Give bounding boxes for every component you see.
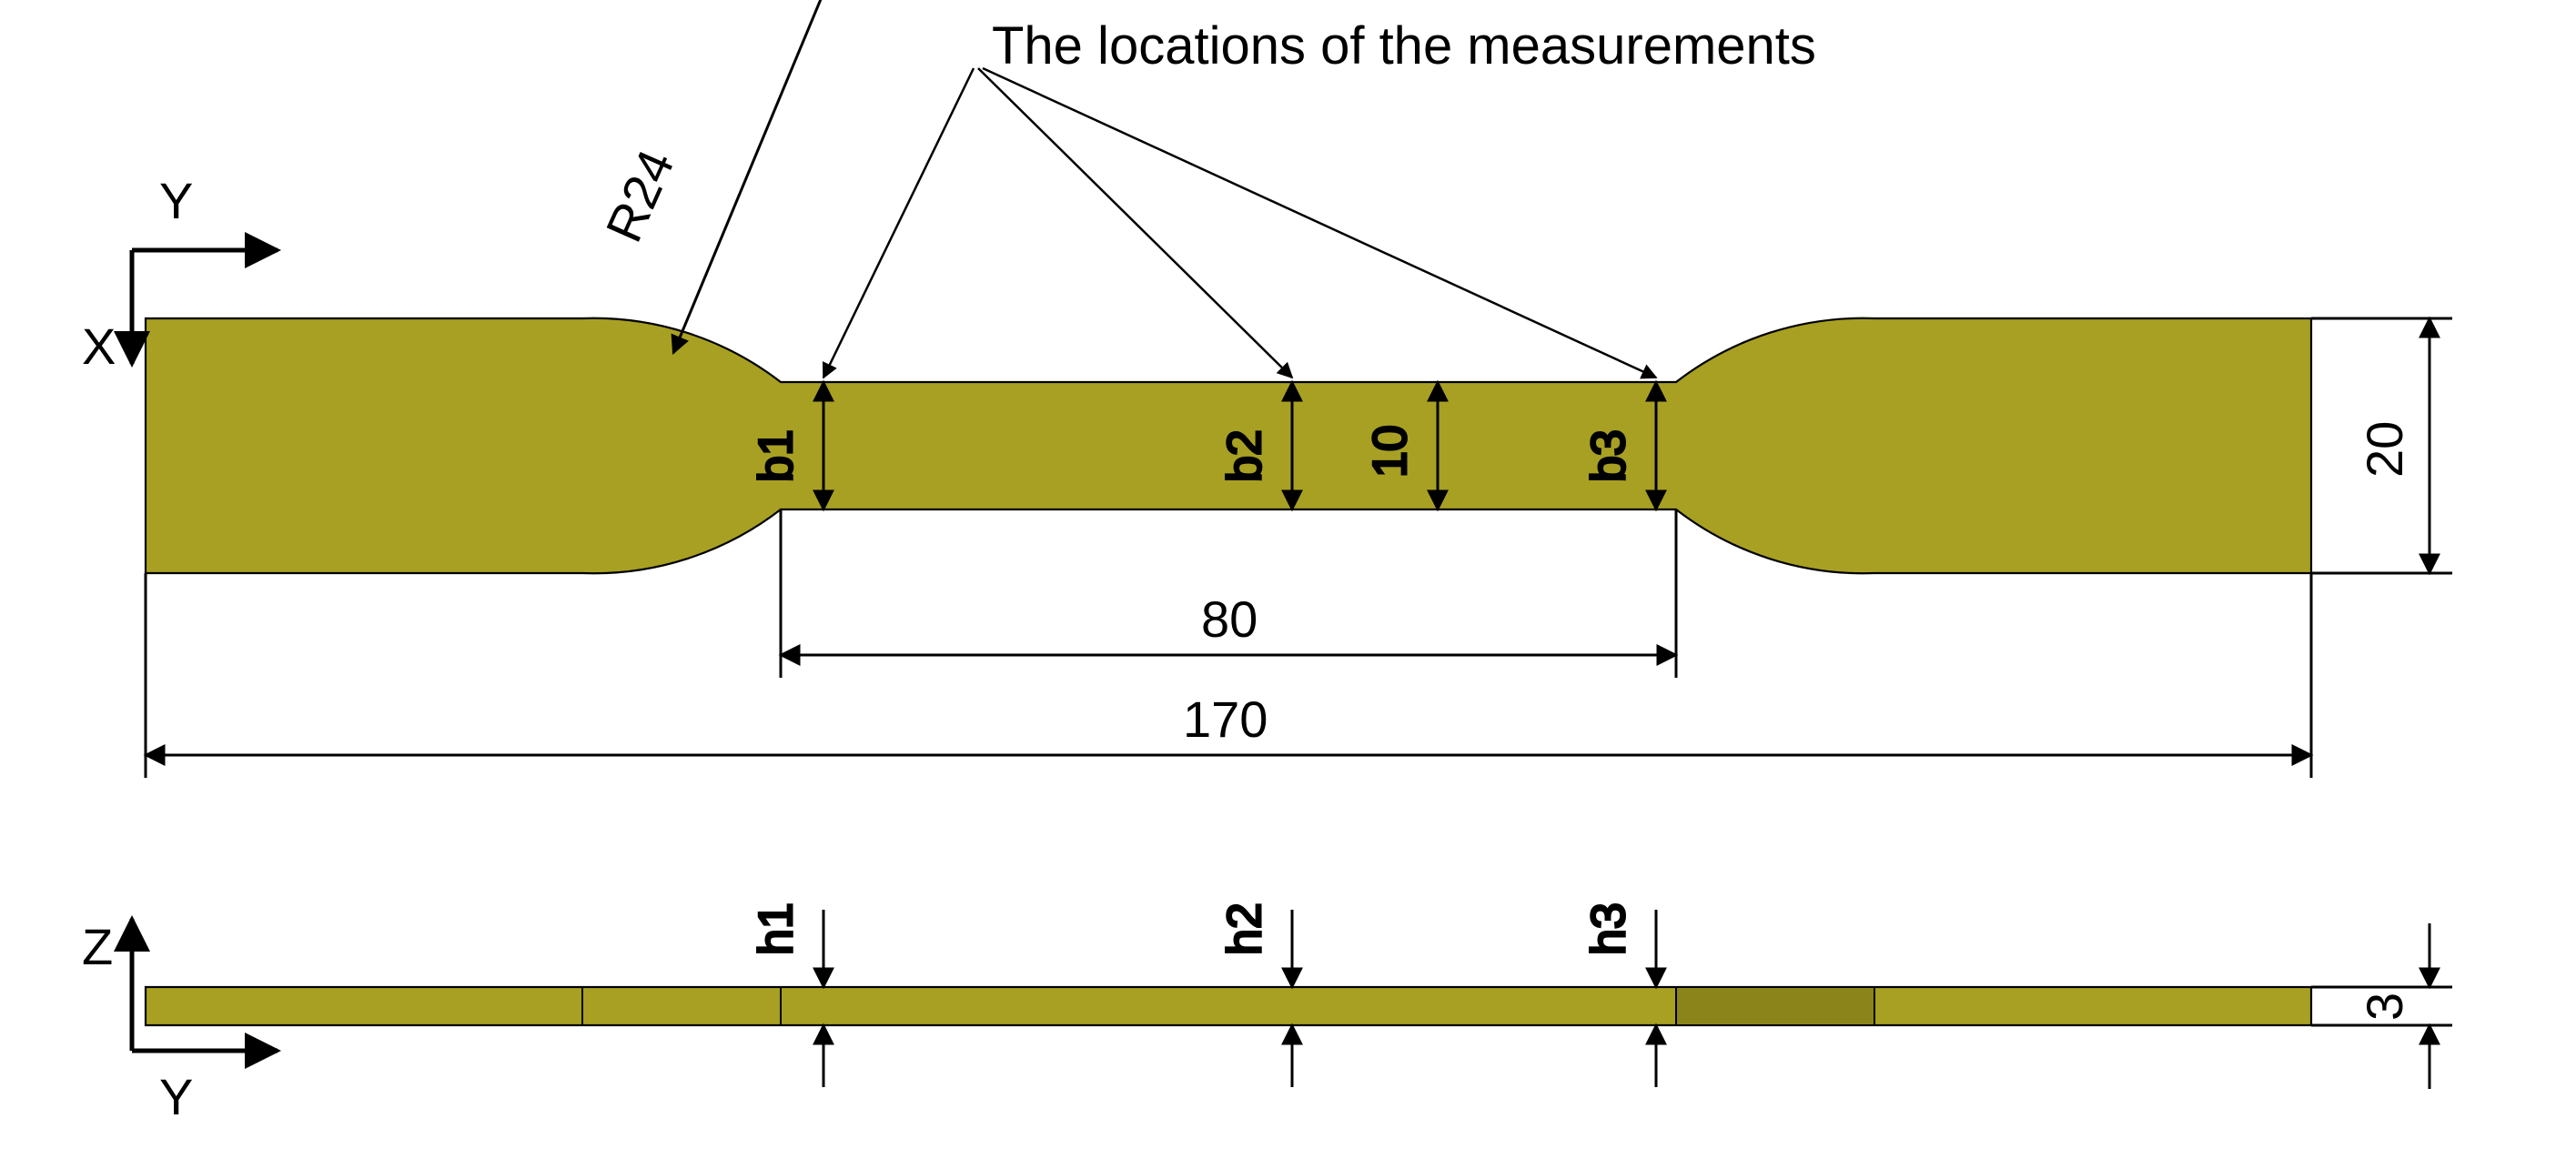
b3-label: b3 bbox=[1582, 429, 1635, 482]
b2-label: b2 bbox=[1218, 429, 1271, 482]
thickness-label: 3 bbox=[2356, 993, 2413, 1021]
gauge-length-label: 80 bbox=[1201, 590, 1258, 648]
h3-label: h3 bbox=[1582, 902, 1635, 955]
top-view: Y X R24 The locations of the measurement… bbox=[82, 0, 2452, 778]
technical-drawing: Y X R24 The locations of the measurement… bbox=[0, 0, 2576, 1169]
total-length-label: 170 bbox=[1183, 690, 1268, 748]
axis-x-label: X bbox=[82, 317, 116, 375]
h1-label: h1 bbox=[750, 902, 803, 955]
axis-y-label: Y bbox=[159, 172, 193, 229]
fillet-radius-label: R24 bbox=[594, 141, 684, 249]
grip-width-label: 20 bbox=[2356, 421, 2413, 478]
specimen-side-shape bbox=[146, 987, 2311, 1025]
axis-z-label: Z bbox=[82, 918, 113, 975]
gauge-width-label: 10 bbox=[1364, 425, 1417, 478]
measurement-leaders bbox=[823, 68, 1656, 378]
h2-label: h2 bbox=[1218, 902, 1271, 955]
diagram-title: The locations of the measurements bbox=[992, 16, 1816, 76]
side-view: Z Y h1 h2 h3 3 bbox=[82, 902, 2452, 1125]
axis-y2-label: Y bbox=[159, 1068, 193, 1125]
b1-label: b1 bbox=[750, 429, 803, 482]
axis-zy bbox=[132, 919, 278, 1051]
fillet-radius-leader bbox=[673, 0, 828, 353]
